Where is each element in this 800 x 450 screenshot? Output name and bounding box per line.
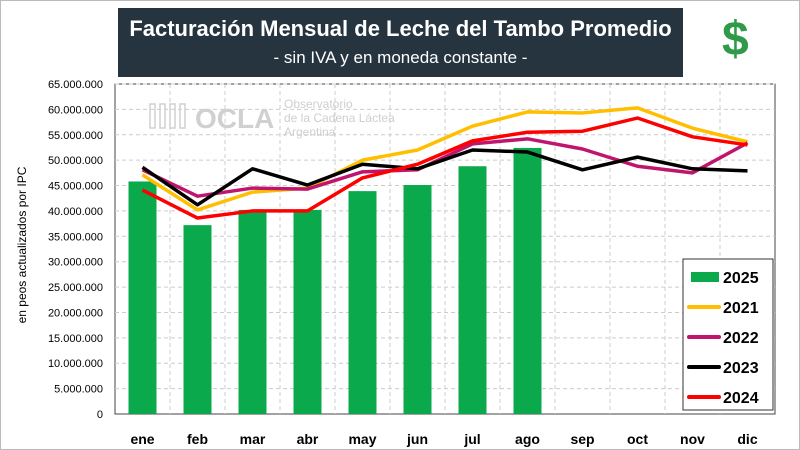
bar-2025-may	[348, 191, 377, 414]
watermark-text: Observatorio	[284, 97, 353, 111]
y-tick-label: 10.000.000	[48, 358, 103, 370]
legend	[682, 258, 774, 411]
y-tick-label: 60.000.000	[48, 104, 103, 116]
legend-label-2023: 2023	[723, 360, 759, 377]
bar-2025-jun	[403, 185, 432, 414]
y-tick-label: 40.000.000	[48, 206, 103, 218]
x-tick-label: feb	[187, 431, 208, 447]
bar-2025-feb	[183, 225, 212, 414]
legend-label-2022: 2022	[723, 330, 759, 347]
watermark-mark-icon	[169, 103, 176, 129]
y-tick-label: 30.000.000	[48, 257, 103, 269]
x-tick-label: ago	[515, 431, 540, 447]
bar-2025-ene	[128, 181, 157, 414]
line-2024	[141, 116, 748, 220]
y-tick-label: 20.000.000	[48, 307, 103, 319]
y-tick-label: 0	[97, 409, 103, 421]
x-tick-label: abr	[297, 431, 319, 447]
dollar-icon: $	[722, 13, 749, 66]
y-tick-label: 65.000.000	[48, 79, 103, 91]
x-tick-label: ene	[130, 431, 154, 447]
x-tick-label: may	[348, 431, 376, 447]
x-tick-label: mar	[240, 431, 266, 447]
title-box: Facturación Mensual de Leche del Tambo P…	[118, 8, 683, 77]
line-2022	[141, 137, 749, 198]
watermark-text: de la Cadena Láctea	[284, 111, 395, 125]
line-2021	[141, 106, 748, 212]
x-tick-label: dic	[737, 431, 757, 447]
y-tick-label: 45.000.000	[48, 181, 103, 193]
bar-2025-ago	[513, 147, 542, 414]
watermark-mark-icon	[159, 103, 166, 129]
bar-2025-jul	[458, 166, 487, 414]
y-tick-label: 35.000.000	[48, 231, 103, 243]
watermark-text: Argentina	[284, 125, 336, 139]
y-tick-label: 5.000.000	[54, 384, 103, 396]
legend-label-2025: 2025	[723, 270, 759, 287]
bar-2025-abr	[293, 209, 322, 414]
y-tick-label: 25.000.000	[48, 282, 103, 294]
x-tick-label: oct	[627, 431, 648, 447]
x-tick-label: nov	[680, 431, 705, 447]
bar-2025-mar	[238, 209, 267, 414]
y-tick-label: 55.000.000	[48, 130, 103, 142]
watermark-mark-icon	[149, 103, 156, 129]
watermark-logo: OCLA	[195, 103, 274, 134]
y-tick-label: 15.000.000	[48, 333, 103, 345]
y-axis-label: en peos actualizados por IPC	[15, 166, 29, 324]
legend-label-2021: 2021	[723, 300, 759, 317]
legend-label-2024: 2024	[723, 390, 759, 407]
x-tick-label: sep	[570, 431, 594, 447]
x-tick-label: jul	[463, 431, 480, 447]
legend-swatch-2025	[691, 272, 719, 282]
watermark-mark-icon	[179, 103, 186, 129]
x-tick-label: jun	[406, 431, 428, 447]
line-2023	[141, 148, 748, 207]
y-tick-label: 50.000.000	[48, 155, 103, 167]
chart-subtitle: - sin IVA y en moneda constante -	[273, 48, 528, 67]
chart-title: Facturación Mensual de Leche del Tambo P…	[129, 16, 672, 41]
